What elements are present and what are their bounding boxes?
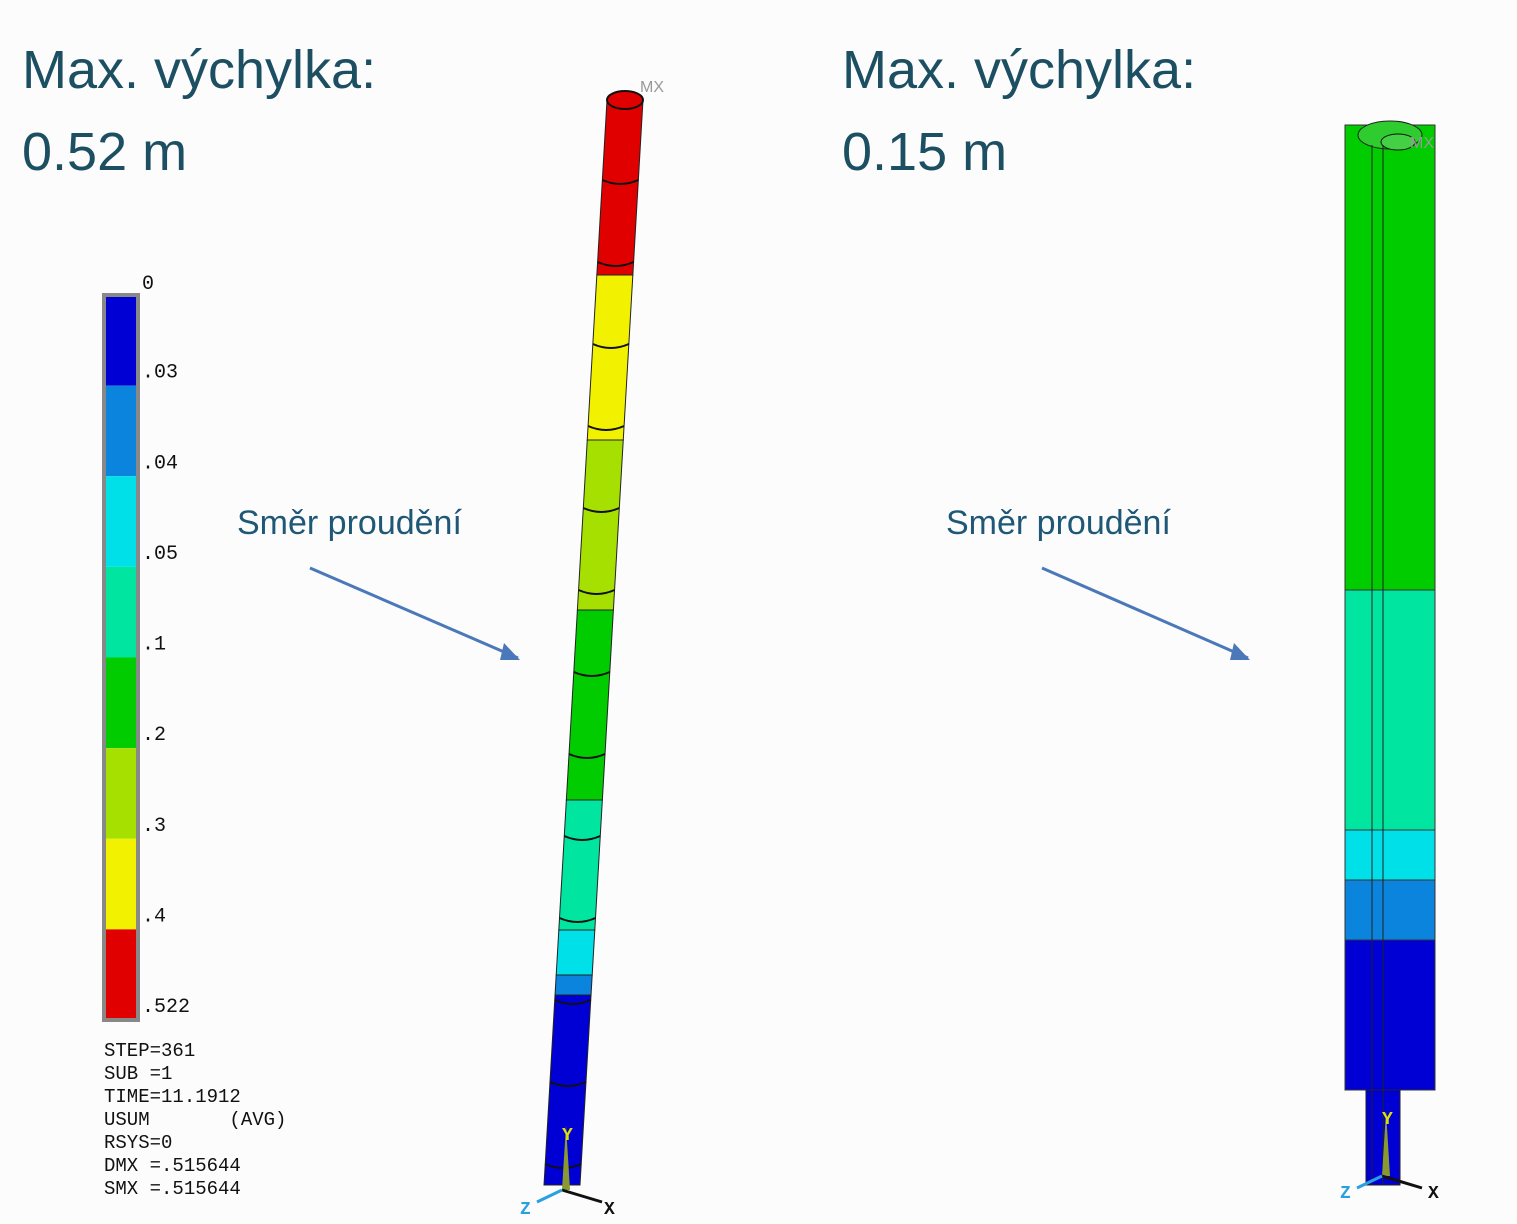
info-line: SUB =1: [104, 1063, 172, 1085]
axis-label: Z: [1340, 1184, 1351, 1204]
legend-label: .04: [142, 452, 178, 475]
legend-label: .1: [142, 634, 166, 657]
value: 0.15 m: [842, 122, 1007, 182]
info-line: SMX =.515644: [104, 1178, 241, 1200]
legend-label: .05: [142, 543, 178, 566]
value: 0.52 m: [22, 122, 187, 182]
title: Max. výchylka:: [842, 40, 1196, 100]
axis-label: X: [1428, 1184, 1439, 1204]
tower-segment: [555, 975, 592, 995]
legend-band: [105, 658, 137, 749]
legend-band: [105, 295, 137, 386]
legend-label: .3: [142, 815, 166, 838]
slide: Max. výchylka: 0.52 m Max. výchylka: 0.1…: [0, 0, 1517, 1224]
tower-segment: [556, 930, 595, 975]
legend-label: .4: [142, 905, 166, 928]
blade-segment: [1345, 830, 1435, 880]
legend-band: [105, 567, 137, 658]
legend-band: [105, 386, 137, 477]
info-line: DMX =.515644: [104, 1155, 241, 1177]
annotation: Směr proudění: [237, 504, 462, 542]
blade-segment: [1345, 940, 1435, 1090]
axis-label: Y: [1382, 1110, 1393, 1130]
tower-segment: [559, 800, 603, 930]
axis-label: X: [604, 1200, 615, 1220]
axis-label: Z: [520, 1200, 531, 1220]
blade-segment: [1345, 590, 1435, 830]
annotation: Směr proudění: [946, 504, 1171, 542]
blade-segment: [1345, 125, 1435, 590]
blade-segment: [1345, 880, 1435, 940]
legend-label: 0: [142, 273, 154, 296]
axis-label: Y: [562, 1126, 573, 1146]
info-line: RSYS=0: [104, 1132, 172, 1154]
info-line: STEP=361: [104, 1040, 195, 1062]
max-marker: MX: [1410, 135, 1434, 152]
legend-band: [105, 748, 137, 839]
max-marker: MX: [640, 79, 664, 96]
legend-label: .03: [142, 362, 178, 385]
legend-label: .2: [142, 724, 166, 747]
info-line: USUM (AVG): [104, 1109, 286, 1131]
legend-band: [105, 839, 137, 930]
title: Max. výchylka:: [22, 40, 376, 100]
tower-top: [607, 91, 643, 109]
legend-band: [105, 929, 137, 1020]
legend-label: .522: [142, 996, 190, 1019]
background: [0, 0, 1517, 1224]
legend-band: [105, 476, 137, 567]
info-line: TIME=11.1912: [104, 1086, 241, 1108]
